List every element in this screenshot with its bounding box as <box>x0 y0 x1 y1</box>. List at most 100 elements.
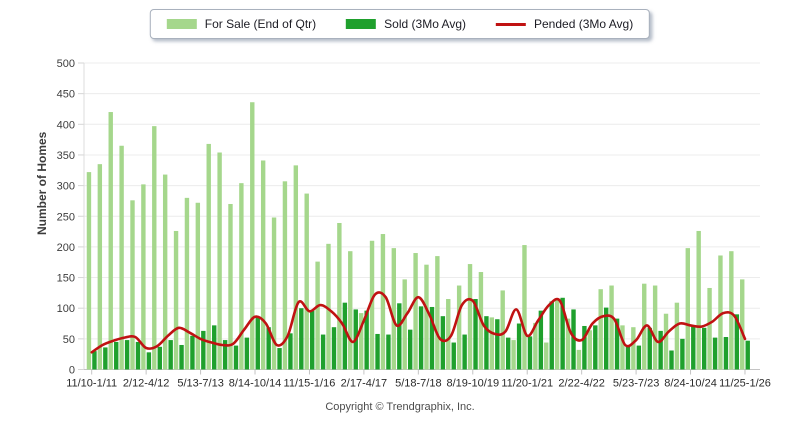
sold-bar <box>310 310 315 370</box>
sold-bar <box>495 319 500 370</box>
sold-bar <box>647 327 652 370</box>
for-sale-bar <box>206 143 211 370</box>
sold-bar <box>168 340 173 370</box>
sold-bar <box>288 333 293 370</box>
y-tick-label: 450 <box>57 89 75 101</box>
sold-bar <box>593 325 598 370</box>
for-sale-bar <box>369 240 375 370</box>
sold-bar <box>386 334 391 370</box>
for-sale-bar <box>609 285 614 370</box>
for-sale-bar <box>337 222 342 370</box>
for-sale-bar <box>413 253 418 370</box>
for-sale-bar <box>97 164 103 370</box>
sold-bar <box>658 330 663 370</box>
sold-bar <box>680 338 685 370</box>
sold-bar <box>745 340 750 370</box>
for-sale-bar <box>435 256 440 370</box>
y-axis-title: Number of Homes <box>35 131 49 235</box>
sold-bar <box>124 340 130 370</box>
sold-bar <box>538 310 544 370</box>
y-tick-label: 50 <box>63 334 75 346</box>
for-sale-bar <box>239 183 244 370</box>
for-sale-bar <box>674 302 680 370</box>
sold-bar <box>364 310 369 370</box>
sold-bar <box>397 303 402 370</box>
sold-bar <box>157 346 162 370</box>
for-sale-bar <box>173 230 179 370</box>
sold-bar <box>603 307 609 370</box>
for-sale-bar <box>467 264 473 370</box>
sold-bar <box>527 336 533 370</box>
sold-bar <box>734 314 740 370</box>
for-sale-bar <box>631 327 636 370</box>
sold-bar <box>190 335 195 370</box>
x-tick-label: 5/13-7/13 <box>177 378 223 390</box>
for-sale-swatch-icon <box>166 19 197 29</box>
x-tick-label: 2/17-4/17 <box>341 378 387 390</box>
for-sale-bar <box>685 248 690 370</box>
for-sale-bar <box>250 102 255 370</box>
sold-bar <box>201 330 206 370</box>
for-sale-bar <box>162 174 168 370</box>
y-tick-label: 300 <box>57 181 75 193</box>
for-sale-bar <box>282 181 288 370</box>
sold-bar <box>462 334 467 370</box>
sold-bar <box>614 318 620 370</box>
sold-bar <box>636 345 642 370</box>
y-tick-label: 100 <box>57 303 75 315</box>
sold-bar <box>712 337 718 370</box>
legend-item-pended: Pended (3Mo Avg) <box>496 17 633 31</box>
for-sale-bar <box>195 202 201 370</box>
x-tick-label: 5/18-7/18 <box>395 378 441 390</box>
for-sale-bar <box>718 255 723 370</box>
for-sale-bar <box>598 289 603 370</box>
copyright-text: Copyright © Trendgraphix, Inc. <box>325 401 475 413</box>
sold-bar <box>179 344 184 370</box>
x-tick-label: 8/24-10/24 <box>664 378 717 390</box>
sold-bar <box>103 347 108 370</box>
sold-bar <box>222 340 228 370</box>
y-tick-label: 150 <box>57 273 75 285</box>
y-tick-label: 500 <box>57 58 75 70</box>
for-sale-bar <box>522 245 527 370</box>
for-sale-bar <box>228 203 233 370</box>
sold-bar <box>375 333 380 370</box>
for-sale-bar <box>424 264 429 370</box>
x-tick-label: 8/19-10/19 <box>446 378 499 390</box>
for-sale-bar <box>152 126 157 370</box>
for-sale-bar <box>511 340 516 370</box>
for-sale-bar <box>293 165 299 370</box>
for-sale-bar <box>696 230 701 370</box>
y-tick-label: 400 <box>57 119 75 131</box>
sold-bar <box>418 306 424 370</box>
x-tick-label: 5/23-7/23 <box>613 378 659 390</box>
for-sale-bar <box>489 317 495 370</box>
y-tick-label: 350 <box>57 150 75 162</box>
pended-swatch-icon <box>496 22 527 26</box>
legend-item-sold: Sold (3Mo Avg) <box>346 17 466 31</box>
sold-bar <box>255 317 260 370</box>
sold-bar <box>331 327 337 370</box>
pended-legend-label: Pended (3Mo Avg) <box>534 17 634 31</box>
for-sale-legend-label: For Sale (End of Qtr) <box>204 17 317 31</box>
for-sale-bar <box>707 287 712 370</box>
y-tick-label: 0 <box>69 365 75 377</box>
sold-bar <box>691 325 696 370</box>
for-sale-bar <box>391 248 397 370</box>
y-tick-label: 200 <box>57 242 75 254</box>
for-sale-bar <box>119 145 124 370</box>
for-sale-bar <box>456 285 462 370</box>
for-sale-bar <box>260 160 266 370</box>
sold-bar <box>549 301 554 370</box>
sold-bar <box>299 308 304 370</box>
x-tick-label: 11/20-1/21 <box>501 378 553 390</box>
for-sale-bar <box>141 184 146 370</box>
sold-swatch-icon <box>346 19 377 29</box>
for-sale-bar <box>729 251 734 370</box>
for-sale-bar <box>271 217 277 370</box>
sold-bar <box>440 316 446 370</box>
for-sale-bar <box>184 197 190 370</box>
sold-bar <box>114 341 119 370</box>
sold-bar <box>669 350 674 370</box>
